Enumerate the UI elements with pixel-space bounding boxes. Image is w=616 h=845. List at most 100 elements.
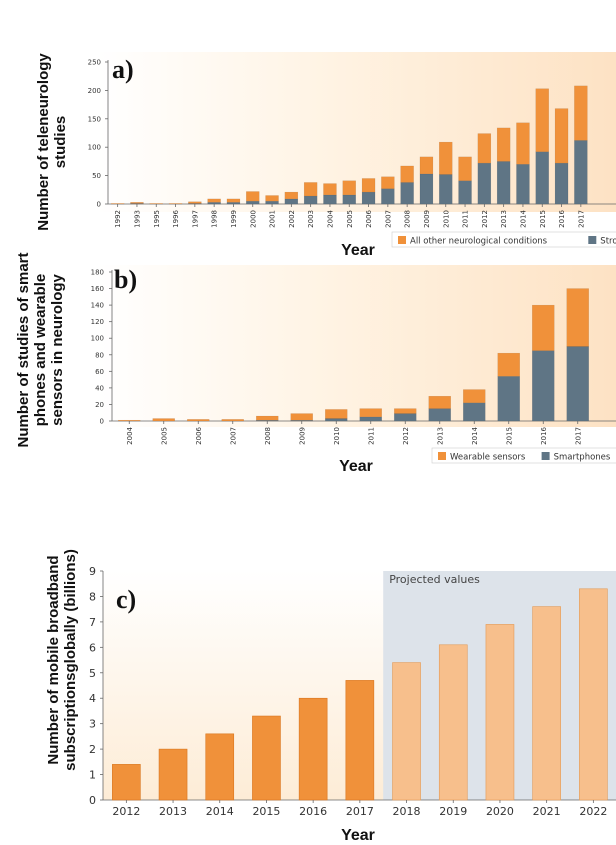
x-tick-label-b: 2008 [264, 427, 272, 445]
bar-a [207, 198, 221, 203]
x-tick-label-a: 2009 [423, 210, 431, 228]
bar-a [554, 162, 569, 205]
x-tick-label-b: 2011 [367, 427, 375, 445]
bar-a [381, 188, 395, 205]
x-tick-label-b: 2012 [402, 427, 410, 445]
chart-c: Projected values 0 1 2 3 4 5 6 7 8 9 2012 2013 2014 20… [45, 549, 616, 844]
y-tick-label-b: 20 [95, 401, 104, 409]
bar-b [463, 402, 486, 422]
bar-b [290, 413, 313, 421]
bar-b [152, 418, 175, 422]
bar-b [359, 408, 382, 418]
legend-a: All other neurological conditions Stroke [391, 231, 616, 248]
bar-a [574, 85, 588, 141]
bar-b [256, 415, 279, 421]
bar-a [303, 195, 318, 205]
bar-a [149, 203, 163, 205]
panel-label-a: a) [112, 55, 134, 84]
bar-a [342, 194, 356, 205]
bar-a [188, 201, 202, 204]
x-tick-label-b: 2017 [574, 427, 582, 445]
x-tick-label-a: 1998 [211, 210, 219, 228]
bar-a [419, 173, 434, 205]
x-tick-label-a: 2001 [269, 210, 277, 228]
x-tick-label-c: 2021 [533, 805, 561, 818]
bar-a [361, 178, 376, 193]
bar-b [428, 408, 451, 422]
bar-a [516, 122, 530, 165]
x-tick-label-a: 2000 [249, 210, 257, 228]
x-tick-label-c: 2016 [299, 805, 327, 818]
x-tick-label-a: 2003 [307, 210, 315, 228]
x-tick-label-a: 1997 [191, 210, 199, 228]
x-tick-label-c: 2019 [439, 805, 467, 818]
x-tick-label-b: 2013 [436, 427, 444, 445]
bar-c [438, 644, 468, 801]
y-tick-label-b: 80 [95, 351, 104, 359]
bar-b [325, 418, 348, 422]
bar-c [298, 697, 328, 801]
bar-a [458, 180, 472, 205]
bar-a [226, 198, 241, 203]
panel-label-b: b) [114, 265, 137, 294]
y-tick-label-c: 9 [89, 565, 96, 578]
y-tick-label-c: 2 [89, 743, 96, 756]
y-axis-label-a: Number of teleneurologystudies [35, 53, 69, 231]
x-tick-label-b: 2015 [505, 427, 513, 445]
bar-c [158, 748, 188, 801]
x-tick-label-a: 1995 [153, 210, 161, 228]
bar-b [221, 419, 244, 422]
bar-c [205, 733, 235, 801]
x-tick-label-a: 1992 [114, 210, 122, 228]
x-tick-label-c: 2015 [252, 805, 280, 818]
bar-a [516, 164, 530, 205]
bar-a [400, 182, 414, 205]
x-tick-label-b: 2014 [471, 426, 479, 444]
bar-a [284, 191, 299, 200]
bar-a [477, 133, 492, 164]
x-tick-label-a: 2015 [539, 210, 547, 228]
bar-c [579, 588, 608, 801]
y-tick-label-b: 60 [95, 368, 104, 376]
y-tick-label-c: 3 [89, 718, 96, 731]
bar-a [130, 202, 144, 204]
bar-b [566, 288, 589, 347]
bar-b [566, 346, 589, 422]
bar-b [532, 304, 555, 351]
bar-a [400, 165, 414, 183]
y-tick-label-b: 140 [91, 302, 104, 310]
bar-a [477, 162, 492, 205]
x-tick-label-a: 1999 [230, 210, 238, 228]
x-tick-label-a: 2004 [326, 209, 334, 227]
y-tick-label-b: 40 [95, 384, 104, 392]
x-tick-label-b: 2016 [540, 426, 548, 444]
bar-a [207, 202, 221, 205]
y-tick-label-a: 50 [92, 172, 101, 180]
bar-a [265, 200, 279, 205]
bar-a [168, 203, 183, 205]
x-tick-label-a: 1996 [172, 209, 180, 227]
bar-a [554, 108, 569, 164]
x-tick-label-c: 2014 [206, 805, 234, 818]
y-tick-label-a: 150 [88, 115, 101, 123]
x-axis-label-a: Year [341, 242, 375, 259]
x-tick-label-b: 2005 [160, 427, 168, 445]
x-axis-label-b: Year [339, 458, 373, 475]
bar-b [394, 413, 417, 422]
x-tick-label-c: 2013 [159, 805, 187, 818]
x-tick-label-a: 2017 [577, 210, 585, 228]
bar-a [496, 161, 511, 205]
x-tick-label-a: 2006 [365, 209, 373, 227]
bar-a [246, 200, 260, 205]
bar-a [496, 127, 511, 162]
projected-label: Projected values [389, 573, 480, 586]
bar-a [458, 156, 472, 181]
legend-box-a [391, 231, 616, 248]
x-tick-label-a: 2012 [481, 210, 489, 228]
bar-a [381, 176, 395, 189]
x-tick-label-a: 2011 [462, 210, 470, 228]
bar-a [535, 151, 549, 205]
bar-c [532, 606, 561, 801]
x-tick-label-b: 2010 [333, 427, 341, 445]
